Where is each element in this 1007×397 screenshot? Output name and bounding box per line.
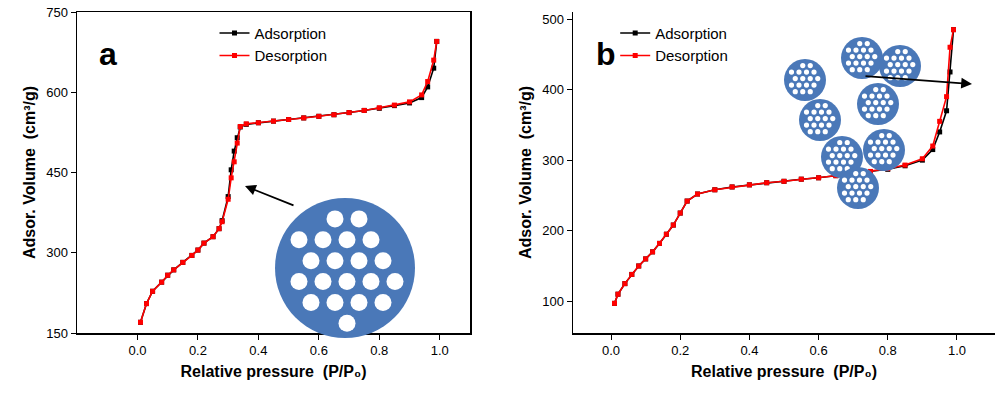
- svg-text:Adsorption: Adsorption: [255, 25, 327, 42]
- svg-text:Relative pressure (P/P₀): Relative pressure (P/P₀): [181, 363, 367, 380]
- svg-text:Desorption: Desorption: [655, 47, 728, 64]
- svg-text:Desorption: Desorption: [255, 47, 328, 64]
- svg-text:0.8: 0.8: [370, 343, 388, 358]
- svg-text:b: b: [596, 36, 616, 72]
- svg-text:Relative pressure (P/P₀): Relative pressure (P/P₀): [691, 363, 877, 380]
- svg-text:0.8: 0.8: [879, 343, 897, 358]
- svg-text:Adsorption: Adsorption: [655, 25, 727, 42]
- svg-text:0.4: 0.4: [740, 343, 758, 358]
- svg-text:0.6: 0.6: [810, 343, 828, 358]
- svg-text:300: 300: [542, 153, 564, 168]
- svg-text:300: 300: [46, 245, 68, 260]
- svg-text:1.0: 1.0: [431, 343, 449, 358]
- svg-text:400: 400: [542, 82, 564, 97]
- svg-text:0.6: 0.6: [310, 343, 328, 358]
- svg-text:100: 100: [542, 294, 564, 309]
- svg-text:0.0: 0.0: [128, 343, 146, 358]
- svg-text:Adsor. Volume (cm³/g): Adsor. Volume (cm³/g): [21, 86, 38, 259]
- svg-text:1.0: 1.0: [948, 343, 966, 358]
- svg-text:0.4: 0.4: [249, 343, 267, 358]
- svg-text:0.0: 0.0: [602, 343, 620, 358]
- svg-text:Adsor. Volume (cm³/g): Adsor. Volume (cm³/g): [517, 86, 534, 259]
- svg-text:0.2: 0.2: [671, 343, 689, 358]
- svg-text:600: 600: [46, 85, 68, 100]
- svg-text:0.2: 0.2: [189, 343, 207, 358]
- svg-text:a: a: [99, 36, 117, 72]
- svg-text:450: 450: [46, 165, 68, 180]
- svg-text:750: 750: [46, 5, 68, 20]
- svg-text:150: 150: [46, 326, 68, 341]
- svg-text:200: 200: [542, 223, 564, 238]
- svg-text:500: 500: [542, 12, 564, 27]
